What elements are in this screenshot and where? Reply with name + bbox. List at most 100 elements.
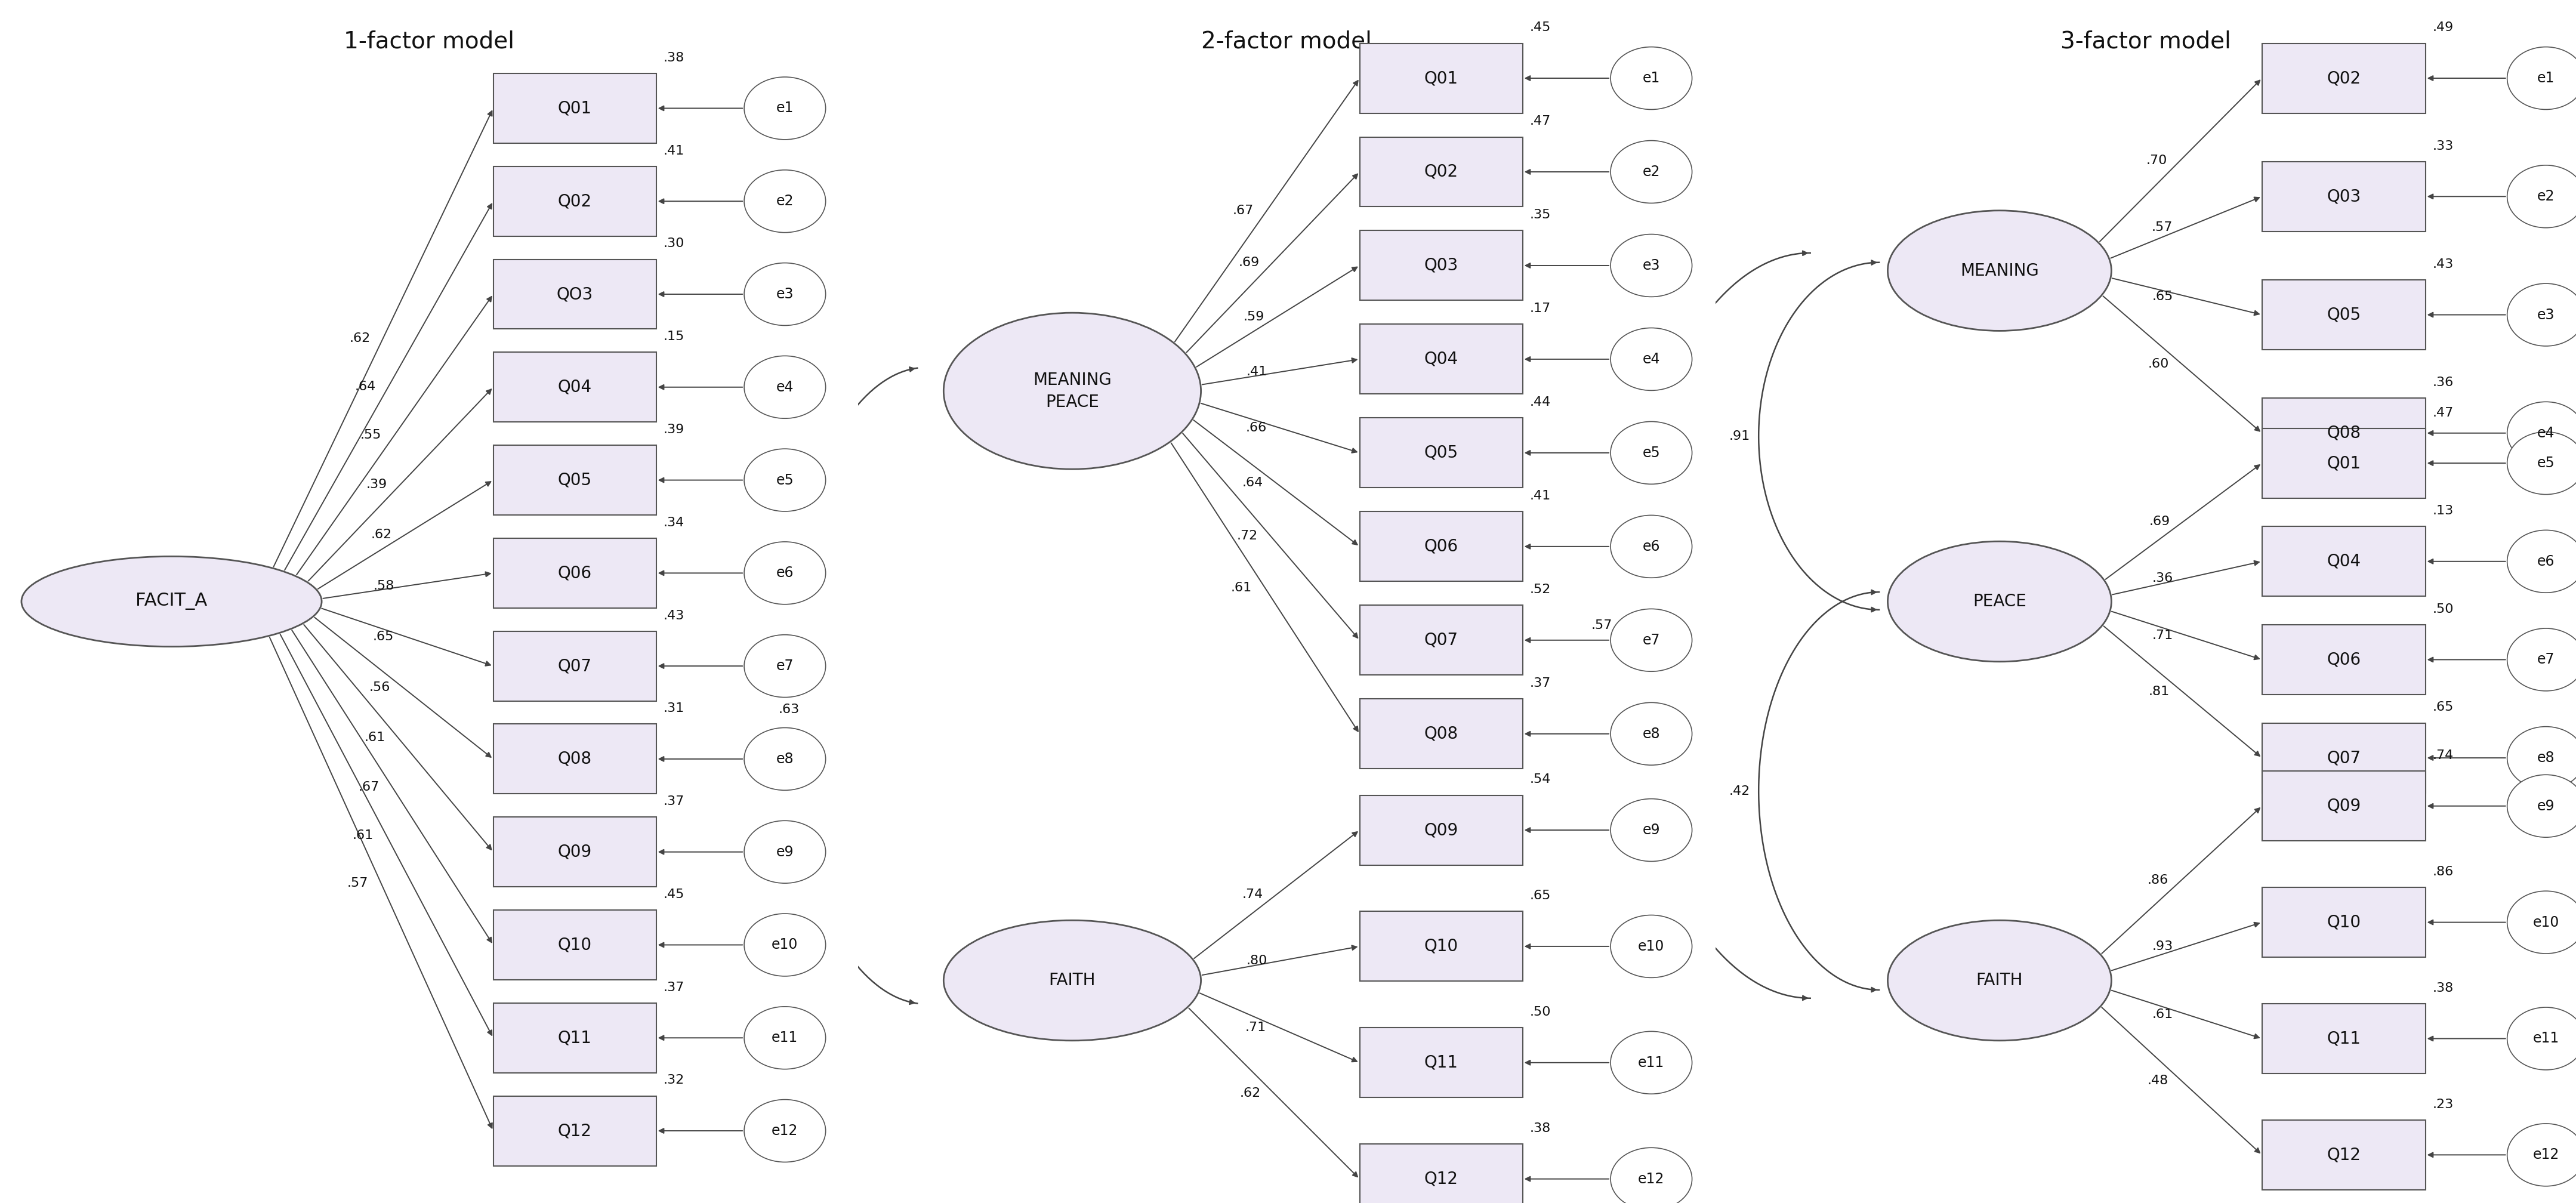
FancyBboxPatch shape [1360,231,1522,301]
Text: Q03: Q03 [2326,188,2360,205]
Text: e3: e3 [1643,259,1659,273]
Text: .42: .42 [1728,786,1749,796]
Text: QO3: QO3 [556,286,592,302]
Text: .64: .64 [355,380,376,392]
Text: .66: .66 [1247,422,1267,434]
Text: e11: e11 [773,1031,799,1045]
Ellipse shape [1610,609,1692,671]
Text: .54: .54 [1530,774,1551,786]
Text: .57: .57 [1592,620,1613,632]
Text: .72: .72 [1236,531,1257,543]
Text: e1: e1 [775,101,793,115]
Text: .62: .62 [350,332,371,344]
FancyBboxPatch shape [492,166,657,236]
Ellipse shape [1610,328,1692,391]
Ellipse shape [943,920,1200,1041]
Text: Q06: Q06 [2326,651,2360,668]
Text: Q09: Q09 [2326,798,2360,814]
Ellipse shape [2506,47,2576,109]
Text: .38: .38 [2432,982,2452,994]
Text: e8: e8 [775,752,793,766]
Text: Q02: Q02 [556,192,592,209]
Text: e1: e1 [2537,71,2555,85]
Text: .69: .69 [1239,256,1260,268]
FancyBboxPatch shape [2262,888,2427,958]
Ellipse shape [1610,915,1692,978]
FancyBboxPatch shape [492,1096,657,1166]
Text: Q07: Q07 [1425,632,1458,648]
FancyBboxPatch shape [492,909,657,979]
Text: e3: e3 [775,288,793,301]
Ellipse shape [2506,1007,2576,1069]
Ellipse shape [744,913,827,976]
Text: .71: .71 [2151,629,2174,641]
Text: Q08: Q08 [556,751,592,768]
FancyBboxPatch shape [492,538,657,608]
Text: e10: e10 [2532,915,2558,930]
Text: PEACE: PEACE [1973,593,2027,610]
FancyBboxPatch shape [2262,1003,2427,1073]
Text: .86: .86 [2148,875,2169,887]
Ellipse shape [744,170,827,232]
Text: Q11: Q11 [559,1030,592,1047]
Ellipse shape [1888,211,2112,331]
FancyBboxPatch shape [1360,699,1522,769]
Text: e7: e7 [2537,652,2555,666]
Text: Q05: Q05 [2326,307,2360,324]
FancyBboxPatch shape [2262,428,2427,498]
Ellipse shape [1610,515,1692,577]
Ellipse shape [1888,920,2112,1041]
Ellipse shape [2506,628,2576,691]
Ellipse shape [744,1100,827,1162]
FancyBboxPatch shape [2262,527,2427,597]
Text: .57: .57 [348,877,368,889]
Text: Q01: Q01 [1425,70,1458,87]
FancyBboxPatch shape [1360,912,1522,982]
Text: .39: .39 [662,423,685,435]
FancyBboxPatch shape [492,632,657,701]
Text: .63: .63 [778,704,799,716]
Text: Q03: Q03 [1425,257,1458,274]
Ellipse shape [744,728,827,790]
Text: .65: .65 [374,632,394,642]
Text: e4: e4 [1643,352,1659,367]
Text: .69: .69 [2148,516,2169,528]
Ellipse shape [2506,402,2576,464]
Text: .32: .32 [662,1074,685,1086]
Text: .60: .60 [2148,358,2169,371]
Text: Q02: Q02 [2326,70,2360,87]
Text: e6: e6 [1643,539,1659,553]
Text: e5: e5 [1643,445,1659,460]
Text: Q05: Q05 [556,472,592,488]
Text: Q10: Q10 [1425,938,1458,955]
Text: e9: e9 [1643,823,1659,837]
Text: e2: e2 [2537,189,2555,203]
Ellipse shape [943,313,1200,469]
FancyBboxPatch shape [2262,161,2427,231]
Text: .61: .61 [353,829,374,841]
Ellipse shape [2506,891,2576,954]
FancyBboxPatch shape [1360,605,1522,675]
Text: MEANING: MEANING [1960,262,2038,279]
Ellipse shape [744,356,827,419]
Text: e1: e1 [1643,71,1659,85]
Text: .48: .48 [2148,1074,2169,1086]
Text: .64: .64 [1242,476,1262,488]
Text: Q10: Q10 [2326,914,2360,931]
Text: .50: .50 [2432,603,2452,615]
FancyBboxPatch shape [492,73,657,143]
Text: .13: .13 [2432,505,2452,517]
Ellipse shape [2506,727,2576,789]
Text: .59: .59 [1244,310,1265,322]
Text: .57: .57 [2151,221,2172,233]
Text: .91: .91 [1728,431,1749,442]
Text: e6: e6 [2537,555,2555,569]
Text: .44: .44 [1530,397,1551,408]
Ellipse shape [2506,775,2576,837]
Ellipse shape [2506,1124,2576,1186]
Text: .49: .49 [2432,22,2452,34]
Text: .41: .41 [662,144,685,156]
Text: e5: e5 [2537,456,2555,470]
FancyBboxPatch shape [2262,280,2427,350]
Ellipse shape [1610,799,1692,861]
